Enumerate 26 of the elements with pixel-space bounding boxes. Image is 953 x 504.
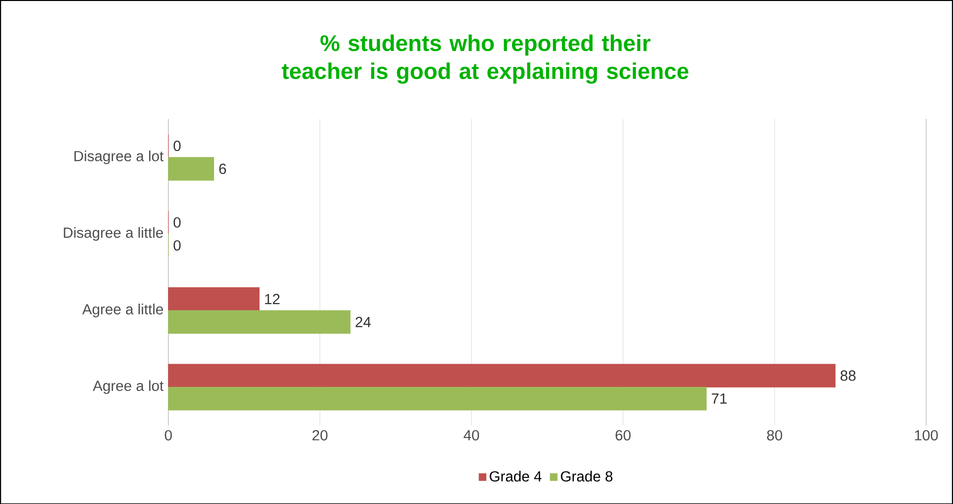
data-label: 88 xyxy=(840,370,856,381)
data-label: 24 xyxy=(356,316,371,327)
x-tick-label: 80 xyxy=(767,430,782,440)
bar xyxy=(168,287,260,311)
y-tick-label: Agree a lot xyxy=(92,380,164,394)
data-label: 71 xyxy=(712,393,727,404)
x-tick-label: 60 xyxy=(616,430,631,440)
x-tick-label: 40 xyxy=(464,430,480,440)
bar xyxy=(168,364,836,388)
data-label: 0 xyxy=(174,217,181,228)
x-tick-label: 100 xyxy=(915,430,938,440)
y-tick-label: Disagree a little xyxy=(64,226,163,241)
bar xyxy=(168,386,707,410)
legend-label: Grade 8 xyxy=(560,470,612,482)
data-label: 0 xyxy=(174,140,181,151)
x-tick-label: 0 xyxy=(164,430,172,440)
chart-title: % students who reported their teacher is good at explaining science xyxy=(282,34,688,84)
x-tick-label: 20 xyxy=(312,430,328,440)
bar xyxy=(168,310,350,334)
data-label: 12 xyxy=(265,294,280,304)
y-tick-label: Disagree a lot xyxy=(74,150,164,164)
data-label: 0 xyxy=(174,240,181,250)
data-label: 6 xyxy=(219,163,226,174)
y-tick-label: Agree a little xyxy=(82,303,163,318)
bar xyxy=(168,156,214,180)
legend-label: Grade 4 xyxy=(490,470,542,482)
